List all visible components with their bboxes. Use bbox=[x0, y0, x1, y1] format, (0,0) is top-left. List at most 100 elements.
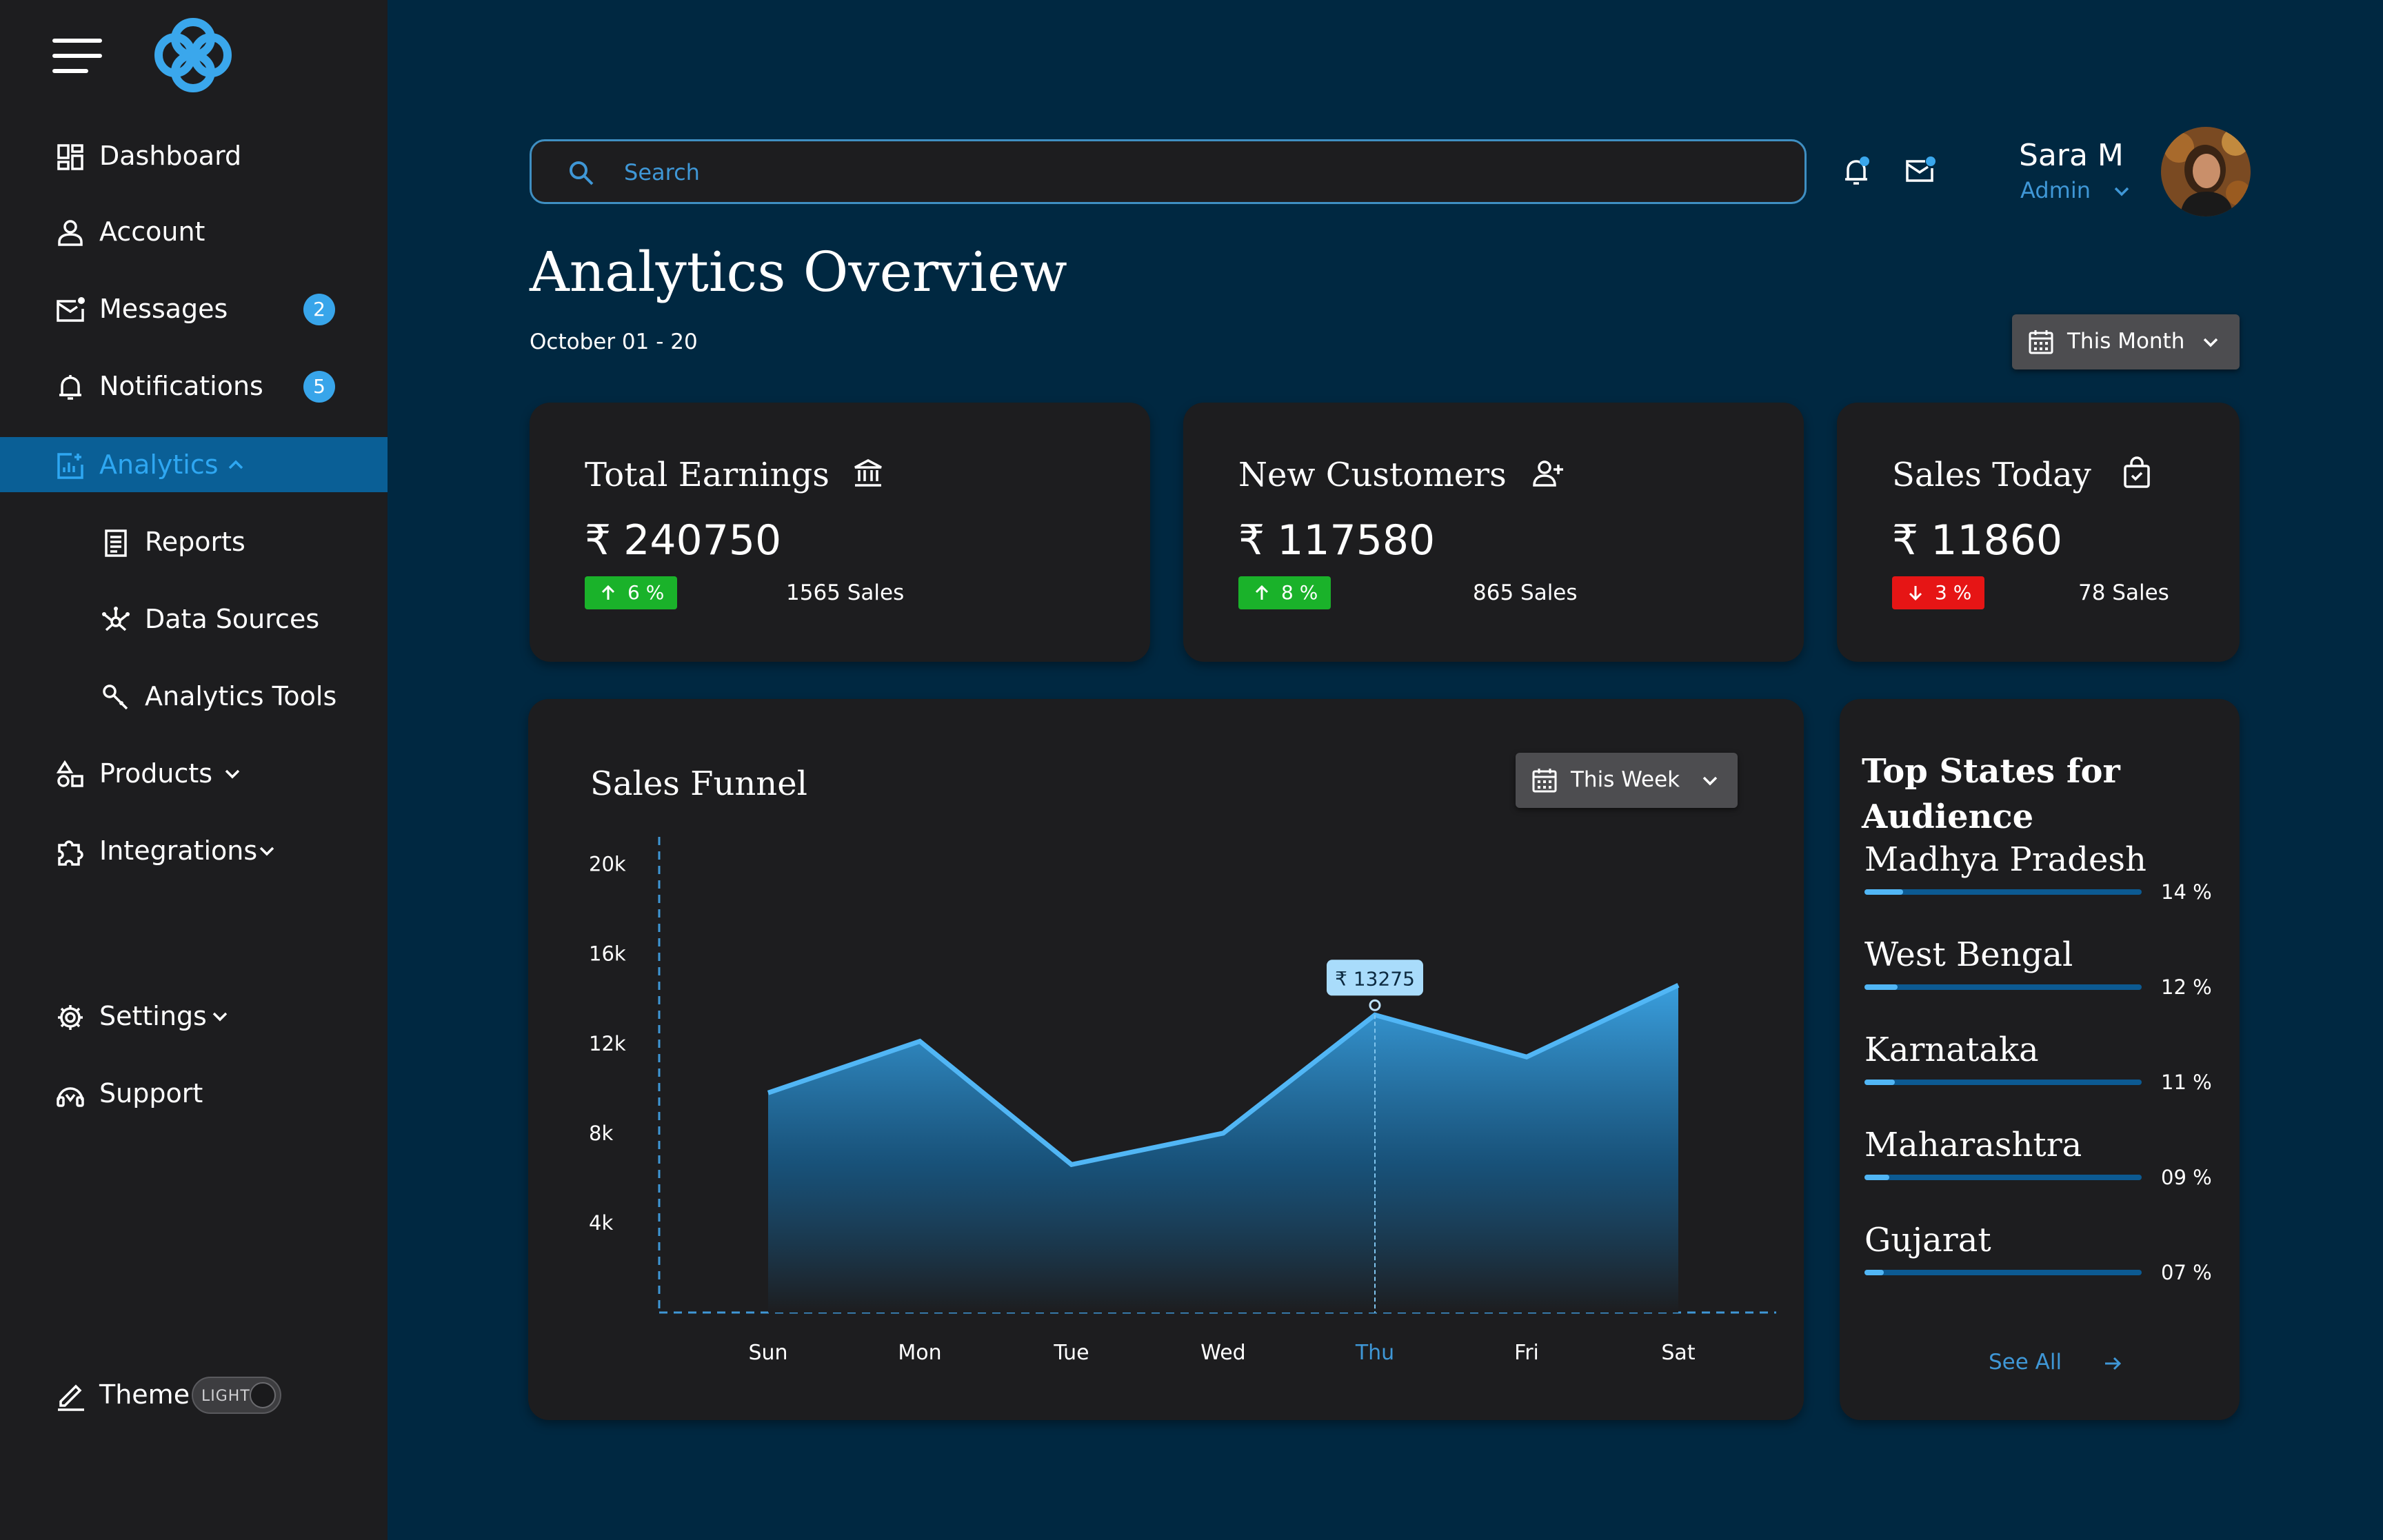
funnel-period-label: This Week bbox=[1571, 767, 1680, 792]
stat-title: New Customers bbox=[1238, 456, 1507, 494]
chart-title: Sales Funnel bbox=[590, 764, 807, 803]
sidebar-item-analytics[interactable]: Analytics bbox=[0, 437, 388, 492]
notifications-count-badge: 5 bbox=[303, 371, 335, 403]
products-icon bbox=[56, 760, 83, 787]
sidebar-item-support[interactable]: Support bbox=[0, 1066, 388, 1121]
state-progress-fill bbox=[1864, 1175, 1890, 1180]
state-percent: 09 % bbox=[2161, 1166, 2212, 1189]
state-percent: 07 % bbox=[2161, 1261, 2212, 1284]
mail-icon[interactable] bbox=[1902, 153, 1938, 189]
theme-toggle[interactable]: LIGHT bbox=[192, 1377, 281, 1414]
stat-title: Sales Today bbox=[1892, 456, 2091, 494]
chevron-down-icon[interactable] bbox=[222, 763, 243, 784]
theme-label: Theme bbox=[99, 1379, 190, 1410]
theme-row: Theme LIGHT bbox=[0, 1368, 388, 1424]
state-name: Karnataka bbox=[1864, 1031, 2039, 1069]
sidebar-item-label: Reports bbox=[145, 527, 245, 557]
user-role: Admin bbox=[2020, 177, 2091, 203]
state-progress-track bbox=[1864, 1270, 2142, 1275]
state-progress-track bbox=[1864, 889, 2142, 895]
state-progress-track bbox=[1864, 1080, 2142, 1085]
sidebar-item-reports[interactable]: Reports bbox=[0, 514, 388, 569]
sidebar-item-label: Dashboard bbox=[99, 141, 242, 171]
stat-sales: 865 Sales bbox=[1473, 580, 1578, 605]
search-bar[interactable] bbox=[530, 139, 1807, 204]
chevron-down-icon[interactable] bbox=[257, 840, 277, 861]
chevron-up-icon[interactable] bbox=[225, 454, 246, 475]
theme-toggle-label: LIGHT bbox=[201, 1388, 250, 1405]
change-badge-up: 6 % bbox=[585, 576, 677, 609]
sidebar-item-data-sources[interactable]: Data Sources bbox=[0, 591, 388, 647]
states-title: Top States for Audience bbox=[1862, 752, 2120, 836]
funnel-period-dropdown[interactable]: This Week bbox=[1516, 753, 1738, 808]
stat-card-total-earnings: Total Earnings ₹240750 6 % 1565 Sales bbox=[530, 403, 1150, 662]
calendar-icon bbox=[1532, 769, 1557, 793]
sidebar-item-products[interactable]: Products bbox=[0, 746, 388, 801]
state-name: Maharashtra bbox=[1864, 1126, 2082, 1164]
support-icon bbox=[57, 1087, 84, 1107]
state-name: Madhya Pradesh bbox=[1864, 840, 2146, 879]
sidebar-item-label: Account bbox=[99, 216, 205, 247]
sidebar-item-account[interactable]: Account bbox=[0, 204, 388, 259]
see-all-link[interactable]: See All bbox=[1989, 1347, 2122, 1377]
chevron-down-icon bbox=[1702, 776, 1718, 786]
search-icon bbox=[570, 161, 594, 185]
calendar-icon bbox=[2029, 330, 2053, 354]
chevron-down-icon bbox=[2203, 338, 2218, 347]
sidebar-item-label: Notifications bbox=[99, 371, 263, 401]
x-tick-label: Thu bbox=[1355, 1341, 1394, 1365]
bank-icon bbox=[854, 459, 882, 487]
arrow-up-icon bbox=[601, 585, 615, 600]
data-point-marker bbox=[1369, 999, 1381, 1011]
chevron-down-icon[interactable] bbox=[2111, 181, 2132, 201]
add-user-icon bbox=[1533, 460, 1563, 487]
sales-line bbox=[767, 983, 1680, 1168]
chevron-down-icon[interactable] bbox=[210, 1006, 230, 1026]
sidebar-item-settings[interactable]: Settings bbox=[0, 989, 388, 1044]
sidebar-item-analytics-tools[interactable]: Analytics Tools bbox=[0, 669, 388, 724]
state-progress-fill bbox=[1864, 1270, 1884, 1275]
y-tick-label: 8k bbox=[589, 1122, 613, 1145]
x-tick-label: Mon bbox=[898, 1341, 941, 1365]
messages-count-badge: 2 bbox=[303, 294, 335, 325]
page-title: Analytics Overview bbox=[530, 240, 1067, 304]
sidebar-item-messages[interactable]: Messages 2 bbox=[0, 281, 388, 336]
sidebar-item-label: Settings bbox=[99, 1001, 207, 1031]
tooltip-label: ₹ 13275 bbox=[1335, 967, 1415, 990]
sidebar-item-dashboard[interactable]: Dashboard bbox=[0, 128, 388, 183]
y-tick-label: 16k bbox=[589, 942, 626, 966]
sales-funnel-card: 20k 16k 12k 8k 4k Sun Mon Tue Wed Thu Fri Sat ₹ 1327… bbox=[528, 699, 1804, 1420]
x-tick-label: Tue bbox=[1053, 1341, 1089, 1365]
stat-card-sales-today: Sales Today ₹11860 3 % 78 Sales bbox=[1837, 403, 2240, 662]
stat-sales: 78 Sales bbox=[2078, 580, 2169, 605]
date-range: October 01 - 20 bbox=[530, 330, 698, 354]
state-name: West Bengal bbox=[1864, 935, 2073, 974]
avatar[interactable] bbox=[2161, 127, 2251, 216]
avatar-image bbox=[2161, 127, 2251, 216]
dashboard-icon bbox=[57, 144, 83, 170]
sidebar-item-label: Data Sources bbox=[145, 604, 320, 634]
arrow-down-icon bbox=[1909, 586, 1922, 601]
menu-icon[interactable] bbox=[50, 34, 105, 79]
data-sources-icon bbox=[102, 607, 130, 631]
state-progress-fill bbox=[1864, 984, 1898, 990]
stat-value: ₹11860 bbox=[1892, 516, 2063, 565]
x-tick-label: Fri bbox=[1514, 1341, 1539, 1365]
state-progress-fill bbox=[1864, 1080, 1896, 1085]
change-badge-up: 8 % bbox=[1238, 576, 1331, 609]
report-icon bbox=[105, 529, 127, 557]
sidebar-item-label: Support bbox=[99, 1078, 203, 1108]
bell-icon bbox=[59, 375, 81, 400]
period-dropdown[interactable]: This Month bbox=[2012, 314, 2240, 369]
period-label: This Month bbox=[2067, 329, 2185, 354]
sidebar-item-notifications[interactable]: Notifications 5 bbox=[0, 358, 388, 414]
gear-icon bbox=[58, 1005, 83, 1030]
stat-card-new-customers: New Customers ₹117580 8 % 865 Sales bbox=[1183, 403, 1804, 662]
top-states-card: Top States for Audience Madhya Pradesh 1… bbox=[1840, 699, 2240, 1420]
sidebar-item-integrations[interactable]: Integrations bbox=[0, 823, 388, 878]
search-input[interactable] bbox=[623, 154, 1763, 191]
logo-icon[interactable] bbox=[150, 15, 236, 95]
bell-icon[interactable] bbox=[1838, 153, 1874, 189]
shopping-bag-icon bbox=[2124, 456, 2150, 488]
see-all-label: See All bbox=[1989, 1350, 2062, 1375]
